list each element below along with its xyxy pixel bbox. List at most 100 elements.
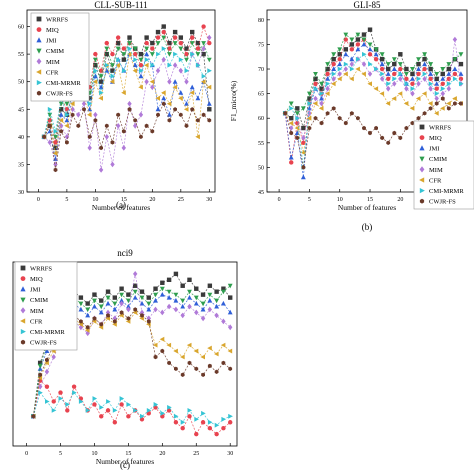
legend-label: WRRFS (46, 16, 68, 23)
data-point (156, 112, 160, 117)
data-point (187, 289, 192, 295)
data-point (319, 120, 324, 126)
data-point (398, 135, 403, 141)
data-point (325, 91, 330, 96)
x-tick-label: 20 (149, 197, 155, 203)
data-point (195, 134, 200, 140)
x-tick-label: 0 (37, 197, 40, 203)
data-point (434, 101, 439, 106)
data-point (349, 42, 355, 47)
data-point (115, 46, 121, 52)
data-point (374, 66, 379, 72)
data-point (109, 79, 115, 85)
data-point (428, 62, 434, 67)
data-point (227, 348, 233, 354)
data-point (112, 420, 118, 425)
data-point (379, 61, 385, 67)
data-point (178, 67, 183, 74)
data-point (349, 76, 354, 82)
legend-label: MIM (46, 59, 60, 66)
y-tick-label: 30 (18, 190, 24, 196)
data-point (428, 106, 433, 111)
data-point (434, 72, 440, 77)
data-point (126, 306, 131, 313)
y-tick-label: 60 (258, 116, 264, 122)
data-point (126, 316, 131, 321)
x-axis-label: Number of features (96, 457, 154, 466)
data-point (440, 106, 445, 111)
data-point (458, 71, 464, 76)
data-point (161, 29, 166, 35)
data-point (172, 35, 178, 40)
data-point (201, 410, 206, 416)
data-point (319, 81, 324, 87)
series-line-cmi-mrmr (284, 53, 462, 168)
data-point (313, 116, 318, 121)
data-point (459, 101, 463, 106)
panel-caption: (b) (362, 222, 373, 232)
data-point (361, 41, 367, 47)
data-point (214, 303, 220, 309)
data-point (194, 431, 199, 437)
data-point (380, 135, 385, 141)
chart-title: GLI-85 (354, 0, 381, 10)
data-point (434, 95, 439, 102)
data-point (301, 125, 306, 131)
data-point (313, 72, 318, 77)
data-point (183, 106, 189, 112)
data-point (85, 307, 91, 313)
data-point (92, 298, 97, 304)
data-point (368, 61, 373, 67)
data-point (78, 306, 84, 312)
data-point (166, 289, 172, 295)
data-point (200, 315, 206, 322)
data-point (105, 295, 111, 301)
data-point (228, 420, 233, 425)
data-point (207, 40, 212, 46)
data-point (93, 62, 98, 68)
data-point (104, 62, 110, 68)
legend-label: CMIM (30, 297, 48, 304)
data-point (112, 295, 118, 300)
legend-label: MIQ (30, 276, 43, 283)
x-axis-label: Number of features (338, 203, 396, 212)
data-point (132, 62, 138, 68)
data-point (343, 71, 348, 77)
data-point (313, 81, 318, 86)
data-point (92, 79, 98, 85)
data-point (313, 86, 319, 92)
legend-label: CMI-MRMR (30, 329, 65, 336)
data-point (207, 283, 213, 288)
data-point (368, 130, 372, 136)
data-point (53, 145, 58, 151)
data-point (65, 408, 70, 413)
data-point (404, 66, 409, 72)
data-point (392, 76, 397, 82)
data-point (144, 123, 149, 128)
data-point (87, 101, 93, 107)
data-point (47, 139, 52, 146)
data-point (201, 79, 206, 85)
legend-marker (419, 145, 425, 151)
data-point (206, 84, 212, 90)
data-point (186, 342, 192, 348)
data-point (228, 413, 233, 419)
data-point (187, 295, 192, 300)
data-point (180, 425, 185, 431)
legend-label: WRRFS (429, 124, 451, 131)
data-point (200, 354, 205, 360)
data-point (410, 81, 415, 86)
x-tick-label: 30 (227, 451, 233, 457)
data-point (349, 47, 355, 52)
data-point (319, 91, 325, 96)
data-point (132, 289, 138, 295)
data-point (99, 90, 104, 96)
data-point (337, 61, 343, 67)
data-point (144, 51, 150, 57)
data-point (92, 292, 97, 297)
data-point (300, 106, 306, 111)
data-point (138, 73, 144, 79)
data-point (144, 46, 150, 52)
data-point (58, 390, 63, 395)
chart-title: nci9 (117, 248, 133, 258)
